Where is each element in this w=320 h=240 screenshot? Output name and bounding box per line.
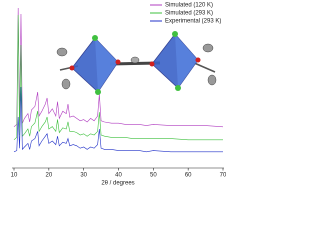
x-tick-label: 50 bbox=[150, 173, 157, 179]
x-tick-label: 20 bbox=[45, 173, 52, 179]
x-tick-label: 30 bbox=[80, 173, 87, 179]
series-line bbox=[13, 14, 223, 141]
x-tick-label: 10 bbox=[11, 173, 18, 179]
series-line bbox=[13, 86, 223, 153]
legend-label: Simulated (293 K) bbox=[165, 11, 213, 17]
x-tick-label: 60 bbox=[185, 173, 192, 179]
x-tick-label: 40 bbox=[115, 173, 122, 179]
chart: 2θ / degrees 10 20 30 40 50 60 70 Simulated (12… bbox=[11, 3, 226, 187]
legend-label: Simulated (120 K) bbox=[165, 3, 213, 9]
legend-label: Experimental (293 K) bbox=[165, 19, 221, 25]
molecule-inset bbox=[56, 31, 217, 95]
series-line bbox=[13, 7, 224, 128]
x-tick-label: 70 bbox=[220, 173, 226, 179]
x-axis-label: 2θ / degrees bbox=[101, 181, 134, 187]
